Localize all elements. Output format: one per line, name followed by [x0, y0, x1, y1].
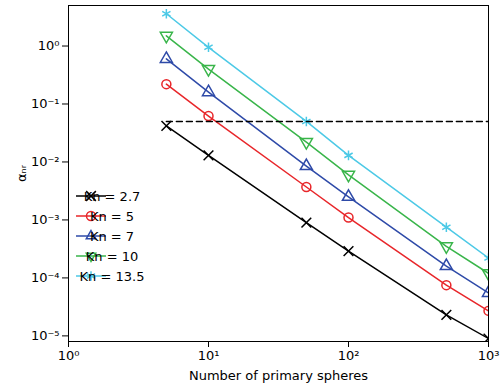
svg-text:Kn = 5: Kn = 5 [90, 209, 134, 224]
svg-text:10²: 10² [338, 348, 360, 363]
svg-text:10⁰: 10⁰ [38, 38, 60, 53]
svg-text:10³: 10³ [478, 348, 500, 363]
svg-text:10⁻²: 10⁻² [31, 154, 60, 169]
svg-text:Number of primary spheres: Number of primary spheres [189, 368, 368, 383]
svg-text:10⁻⁵: 10⁻⁵ [31, 328, 60, 343]
svg-text:Kn = 13.5: Kn = 13.5 [80, 269, 145, 284]
svg-text:Kn = 7: Kn = 7 [90, 229, 134, 244]
svg-text:Kn = 10: Kn = 10 [86, 249, 138, 264]
svg-text:10⁻³: 10⁻³ [31, 212, 60, 227]
svg-text:Kn = 2.7: Kn = 2.7 [84, 189, 141, 204]
svg-text:10⁻⁴: 10⁻⁴ [31, 270, 60, 285]
svg-text:αₙᵣ: αₙᵣ [14, 164, 29, 182]
svg-text:10⁰: 10⁰ [58, 348, 80, 363]
svg-text:10⁻¹: 10⁻¹ [31, 96, 60, 111]
svg-text:10¹: 10¹ [198, 348, 220, 363]
